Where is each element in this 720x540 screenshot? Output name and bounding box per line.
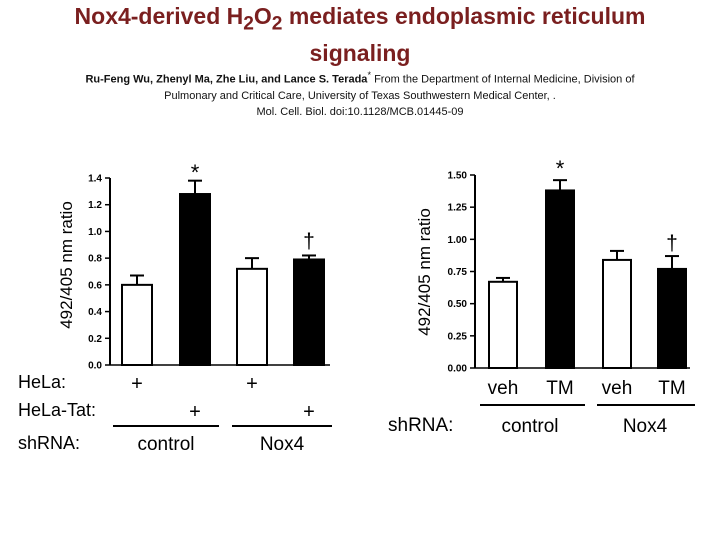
affiliation-2: Pulmonary and Critical Care, University …: [164, 89, 556, 102]
x-tick-label: TM: [546, 378, 573, 399]
hela-tat-marker: +: [303, 401, 315, 423]
y-tick-label: 1.2: [88, 200, 102, 211]
y-tick-label: 0.00: [448, 364, 468, 375]
chart-2-labels: veh TM veh TM shRNA: control Nox4: [388, 378, 695, 437]
y-tick-label: 0.50: [448, 299, 468, 310]
y-tick-label: 0.25: [448, 331, 468, 342]
authors: Ru-Feng Wu, Zhenyl Ma, Zhe Liu, and Lanc…: [85, 73, 368, 86]
title-line-2: signaling: [309, 39, 411, 66]
bar: [293, 258, 325, 367]
y-tick-label: 1.25: [448, 203, 468, 214]
bar: [179, 193, 211, 366]
significance-star: *: [191, 160, 200, 185]
bar: [121, 283, 153, 367]
row-label: shRNA:: [18, 433, 80, 453]
chart-1-labels: HeLa: HeLa-Tat: shRNA: + + + + control Nox4: [18, 372, 332, 455]
slide-title: Nox4-derived H2O2 mediates endoplasmic r…: [0, 2, 720, 68]
bar: [488, 280, 518, 369]
title-sub-2: 2: [271, 13, 283, 35]
bar: [545, 189, 575, 369]
group-label: Nox4: [623, 416, 668, 437]
significance-star: *: [556, 156, 565, 181]
bar: [602, 258, 632, 370]
row-label: shRNA:: [388, 415, 453, 436]
x-tick-label: TM: [658, 378, 685, 399]
hela-marker: +: [246, 373, 258, 395]
bar: [657, 267, 687, 369]
y-tick-label: 0.4: [88, 307, 102, 318]
group-label: control: [501, 416, 558, 437]
chart-1: 0.0 0.2 0.4 0.6 0.8 1.0 1.2 1.4 492/405 nm ratio…: [57, 160, 330, 372]
y-tick-label: 0.2: [88, 334, 102, 345]
significance-dagger: †: [666, 232, 678, 255]
hela-tat-marker: +: [189, 401, 201, 423]
y-tick-label: 1.00: [448, 235, 468, 246]
y-axis-label: 492/405 nm ratio: [57, 201, 76, 329]
bar: [236, 267, 268, 367]
y-tick-label: 0.8: [88, 254, 102, 265]
y-tick-label: 0.75: [448, 267, 468, 278]
y-tick-label: 1.50: [448, 171, 468, 182]
chart-2: 0.00 0.25 0.50 0.75 1.00 1.25 1.50 492/405 nm r…: [415, 156, 690, 375]
affiliation-1: From the Department of Internal Medicine…: [371, 73, 635, 86]
group-label: control: [137, 434, 194, 455]
significance-dagger: †: [303, 230, 315, 253]
citation: Mol. Cell. Biol. doi:10.1128/MCB.01445-0…: [256, 105, 464, 118]
title-sub-1: 2: [243, 13, 254, 35]
title-main: Nox4-derived H: [74, 3, 244, 29]
hela-marker: +: [131, 373, 143, 395]
y-tick-label: 1.0: [88, 227, 102, 238]
title-rest: mediates endoplasmic reticulum: [282, 3, 646, 29]
y-axis-label: 492/405 nm ratio: [415, 208, 434, 336]
group-label: Nox4: [260, 434, 305, 455]
title-mid: O: [253, 3, 272, 29]
y-tick-label: 0.0: [88, 361, 102, 372]
x-tick-label: veh: [602, 378, 633, 399]
y-tick-label: 1.4: [88, 174, 102, 185]
author-mark: *: [367, 70, 372, 80]
author-block: Ru-Feng Wu, Zhenyl Ma, Zhe Liu, and Lanc…: [20, 67, 700, 120]
row-label: HeLa:: [18, 372, 66, 392]
row-label: HeLa-Tat:: [18, 400, 96, 420]
x-tick-label: veh: [488, 378, 519, 399]
y-tick-label: 0.6: [88, 280, 102, 291]
